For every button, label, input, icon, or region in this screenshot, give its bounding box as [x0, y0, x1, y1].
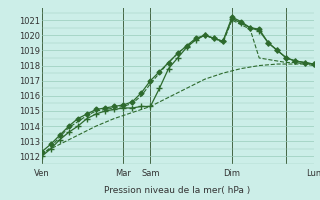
Text: Mar: Mar — [115, 169, 131, 178]
Text: Pression niveau de la mer( hPa ): Pression niveau de la mer( hPa ) — [104, 186, 251, 195]
Text: Sam: Sam — [141, 169, 160, 178]
Text: Ven: Ven — [34, 169, 50, 178]
Text: Dim: Dim — [223, 169, 241, 178]
Text: Lun: Lun — [306, 169, 320, 178]
